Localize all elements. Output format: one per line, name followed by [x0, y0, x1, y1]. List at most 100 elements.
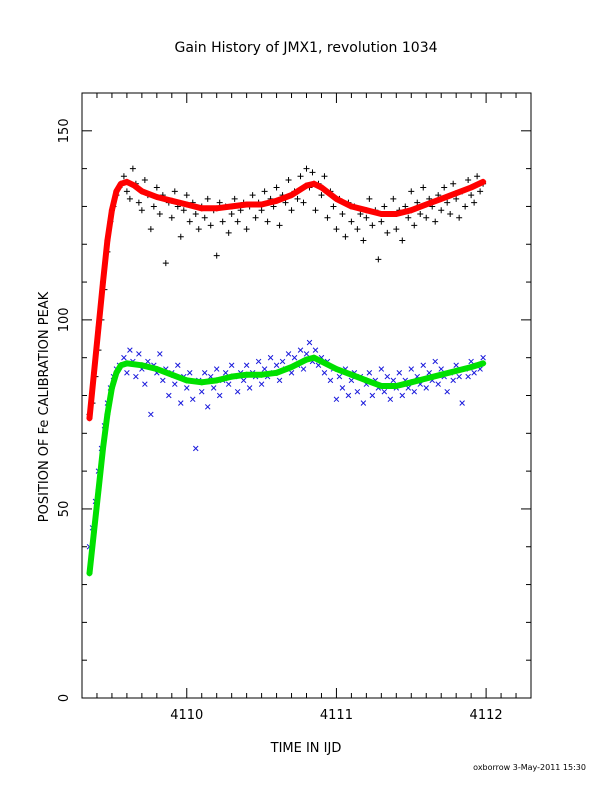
cross-point — [471, 370, 477, 376]
plus-point — [201, 214, 208, 221]
plus-point — [438, 207, 445, 214]
plus-point — [375, 256, 382, 263]
plus-point — [405, 214, 412, 221]
fit-point — [183, 377, 190, 384]
plus-point — [474, 173, 481, 180]
plus-point — [150, 203, 157, 210]
cross-point — [435, 381, 441, 387]
fit-point — [243, 371, 250, 378]
fit-point — [423, 201, 430, 208]
fit-point — [258, 371, 265, 378]
plus-point — [444, 199, 451, 206]
cross-point — [160, 377, 166, 384]
plus-point — [258, 207, 265, 214]
plus-point — [138, 207, 145, 214]
fit-point — [480, 178, 487, 185]
plus-point — [363, 214, 370, 221]
cross-point — [336, 373, 343, 380]
fit-point — [303, 356, 310, 363]
fit-point — [153, 193, 160, 200]
plus-point — [297, 173, 304, 180]
plus-point — [207, 222, 214, 229]
plus-point — [234, 218, 241, 225]
plus-point — [390, 195, 397, 202]
cross-point — [465, 373, 471, 380]
plus-point — [348, 218, 355, 225]
plus-point — [402, 203, 409, 210]
cross-point — [148, 411, 154, 418]
fit-point — [198, 379, 205, 386]
cross-point — [136, 351, 142, 357]
cross-point — [273, 362, 280, 369]
fit-point — [333, 195, 340, 202]
fit-point — [408, 207, 415, 214]
fit-point — [288, 364, 295, 371]
cross-point — [387, 396, 394, 403]
cross-point — [261, 366, 268, 372]
cross-point — [175, 362, 181, 369]
plus-point — [417, 211, 424, 217]
cross-point — [381, 388, 388, 395]
plus-point — [252, 214, 259, 221]
cross-point — [444, 388, 450, 395]
fit-point — [138, 362, 145, 369]
fit-point — [86, 415, 93, 422]
cross-point — [354, 388, 361, 395]
plus-point — [357, 211, 364, 217]
plus-point — [411, 222, 418, 229]
plus-point — [168, 214, 175, 221]
fit-point — [318, 184, 325, 191]
plus-point — [441, 184, 448, 191]
plus-point — [432, 218, 439, 225]
cross-point — [204, 404, 211, 410]
plus-point — [303, 165, 310, 172]
plus-point — [468, 192, 475, 199]
cross-point — [378, 366, 385, 372]
fit-point — [258, 201, 265, 208]
cross-point — [279, 358, 286, 365]
cross-point — [300, 366, 307, 372]
series-3 — [86, 354, 487, 577]
cross-point — [184, 385, 190, 391]
plus-point — [141, 176, 148, 183]
plus-point — [420, 184, 427, 191]
plus-point — [264, 218, 271, 225]
plus-point — [309, 169, 316, 176]
plus-point — [360, 237, 367, 244]
plus-point — [243, 226, 250, 233]
plus-point — [330, 203, 337, 210]
fit-point — [117, 180, 124, 187]
fit-point — [131, 182, 138, 189]
fit-point — [408, 379, 415, 386]
cross-point — [234, 388, 241, 395]
cross-point — [291, 354, 298, 361]
plus-point — [249, 192, 256, 199]
y-tick-label: 50 — [57, 501, 72, 518]
plus-point — [153, 184, 160, 191]
footer-stamp: oxborrow 3-May-2011 15:30 — [473, 763, 586, 772]
fit-point — [303, 182, 310, 189]
cross-point — [366, 370, 373, 376]
cross-point — [384, 373, 391, 380]
fit-point — [95, 324, 102, 331]
x-tick-label: 4111 — [320, 708, 353, 723]
plus-point — [366, 195, 373, 202]
cross-point — [327, 377, 334, 384]
fit-point — [310, 180, 317, 187]
plus-point — [333, 226, 340, 233]
plus-point — [285, 176, 292, 183]
plus-point — [120, 173, 127, 180]
plus-point — [177, 233, 184, 240]
fit-point — [168, 197, 175, 204]
fit-point — [318, 358, 325, 365]
fit-point — [108, 207, 115, 214]
plus-point — [129, 165, 136, 172]
plus-point — [282, 199, 289, 206]
plus-point — [228, 211, 235, 217]
fit-point — [90, 369, 97, 376]
plus-point — [318, 192, 325, 199]
plus-point — [162, 260, 169, 267]
fit-point — [123, 360, 130, 367]
cross-point — [189, 396, 196, 403]
fit-point — [348, 371, 355, 378]
